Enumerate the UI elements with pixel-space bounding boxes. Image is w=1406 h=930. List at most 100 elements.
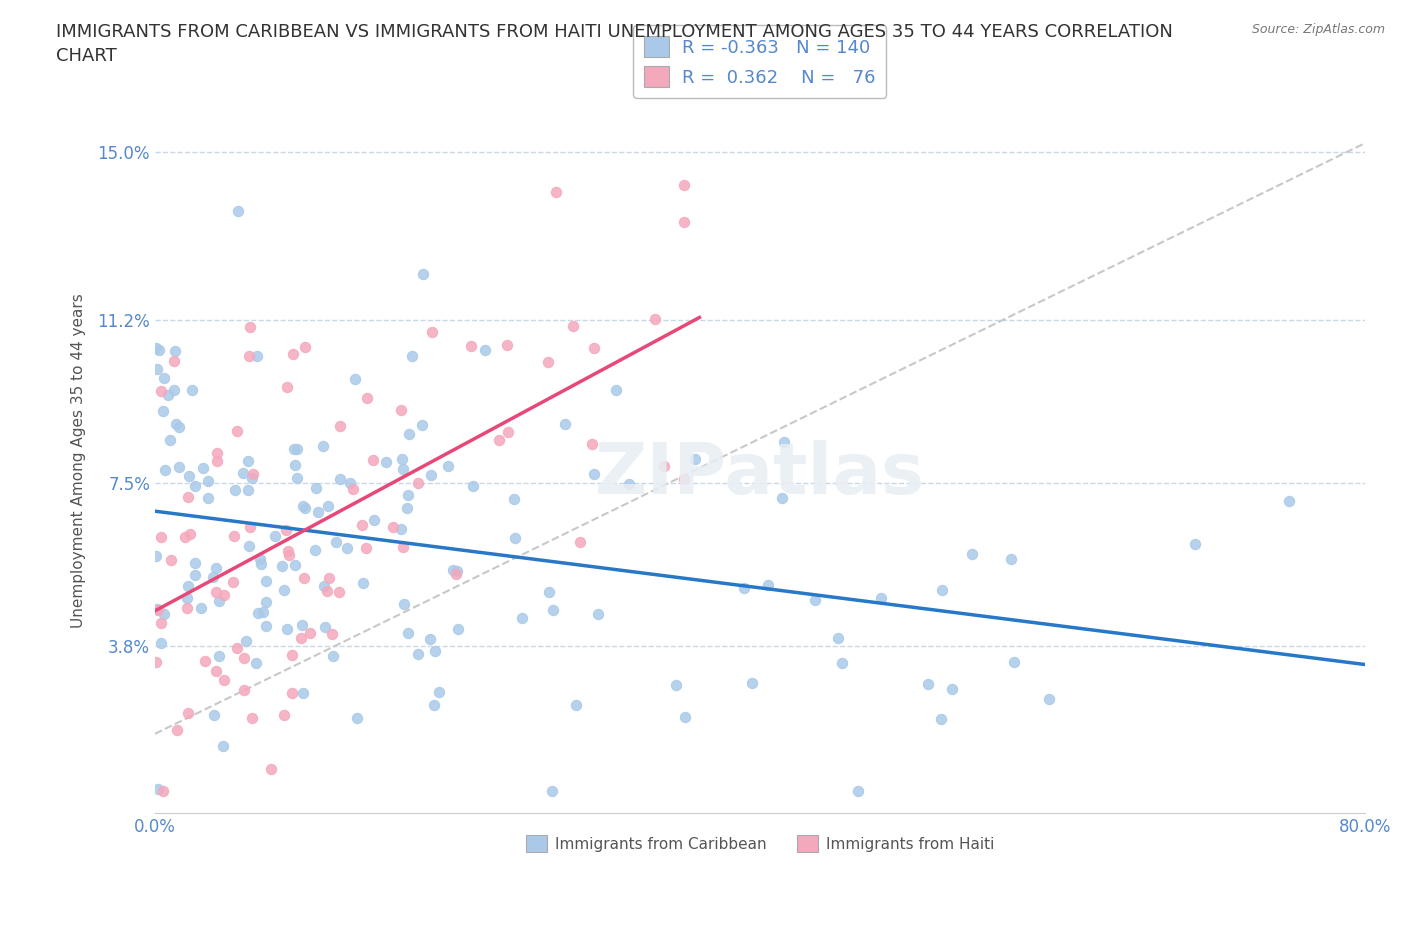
Point: [205, 664, 228, 679]
Point: [770, 490, 793, 505]
Point: [583, 340, 606, 355]
Point: [503, 530, 526, 545]
Point: [205, 445, 228, 460]
Point: [510, 610, 533, 625]
Text: Source: ZipAtlas.com: Source: ZipAtlas.com: [1251, 23, 1385, 36]
Point: [177, 469, 200, 484]
Point: [149, 636, 172, 651]
Point: [281, 686, 304, 701]
Point: [254, 595, 277, 610]
Point: [389, 403, 412, 418]
Point: [252, 604, 274, 619]
Point: [232, 651, 254, 666]
Point: [276, 621, 298, 636]
Point: [163, 353, 186, 368]
Point: [496, 338, 519, 352]
Point: [307, 504, 329, 519]
Point: [149, 530, 172, 545]
Point: [827, 631, 849, 645]
Point: [224, 528, 246, 543]
Point: [605, 382, 627, 397]
Point: [396, 626, 419, 641]
Point: [581, 437, 603, 452]
Point: [447, 621, 470, 636]
Point: [1184, 537, 1206, 551]
Point: [741, 676, 763, 691]
Point: [304, 481, 326, 496]
Point: [290, 631, 312, 646]
Point: [461, 479, 484, 494]
Point: [541, 603, 564, 618]
Point: [194, 654, 217, 669]
Point: [673, 178, 696, 193]
Point: [329, 418, 352, 433]
Point: [846, 784, 869, 799]
Point: [277, 548, 299, 563]
Point: [322, 648, 344, 663]
Point: [163, 383, 186, 398]
Point: [167, 420, 190, 435]
Point: [437, 458, 460, 473]
Point: [183, 567, 205, 582]
Point: [673, 710, 696, 724]
Point: [238, 349, 260, 364]
Point: [304, 542, 326, 557]
Point: [273, 583, 295, 598]
Point: [284, 458, 307, 472]
Point: [146, 781, 169, 796]
Point: [316, 584, 339, 599]
Point: [145, 340, 167, 355]
Point: [226, 204, 249, 219]
Point: [583, 467, 606, 482]
Point: [292, 571, 315, 586]
Point: [159, 432, 181, 447]
Point: [401, 348, 423, 363]
Point: [831, 656, 853, 671]
Point: [283, 441, 305, 456]
Point: [212, 672, 235, 687]
Point: [564, 698, 586, 712]
Point: [150, 383, 173, 398]
Point: [153, 463, 176, 478]
Point: [271, 559, 294, 574]
Point: [276, 523, 298, 538]
Point: [361, 453, 384, 468]
Point: [314, 578, 336, 593]
Point: [1278, 494, 1301, 509]
Point: [152, 784, 174, 799]
Point: [232, 466, 254, 481]
Point: [197, 490, 219, 505]
Point: [177, 706, 200, 721]
Point: [260, 761, 283, 776]
Point: [673, 472, 696, 486]
Point: [772, 434, 794, 449]
Legend: Immigrants from Caribbean, Immigrants from Haiti: Immigrants from Caribbean, Immigrants fr…: [519, 829, 1000, 858]
Point: [541, 784, 564, 799]
Point: [212, 738, 235, 753]
Point: [205, 584, 228, 599]
Point: [444, 566, 467, 581]
Point: [329, 472, 352, 486]
Point: [245, 655, 267, 670]
Point: [184, 555, 207, 570]
Text: IMMIGRANTS FROM CARIBBEAN VS IMMIGRANTS FROM HAITI UNEMPLOYMENT AMONG AGES 35 TO: IMMIGRANTS FROM CARIBBEAN VS IMMIGRANTS …: [56, 23, 1173, 65]
Point: [503, 491, 526, 506]
Text: ZIPatlas: ZIPatlas: [595, 440, 925, 509]
Point: [281, 647, 304, 662]
Point: [167, 459, 190, 474]
Point: [389, 522, 412, 537]
Point: [960, 547, 983, 562]
Point: [284, 558, 307, 573]
Point: [931, 582, 953, 597]
Point: [179, 527, 201, 542]
Point: [350, 517, 373, 532]
Point: [191, 460, 214, 475]
Point: [254, 573, 277, 588]
Point: [242, 467, 264, 482]
Point: [148, 343, 170, 358]
Point: [238, 454, 260, 469]
Point: [395, 500, 418, 515]
Point: [425, 644, 447, 658]
Point: [226, 640, 249, 655]
Point: [392, 597, 415, 612]
